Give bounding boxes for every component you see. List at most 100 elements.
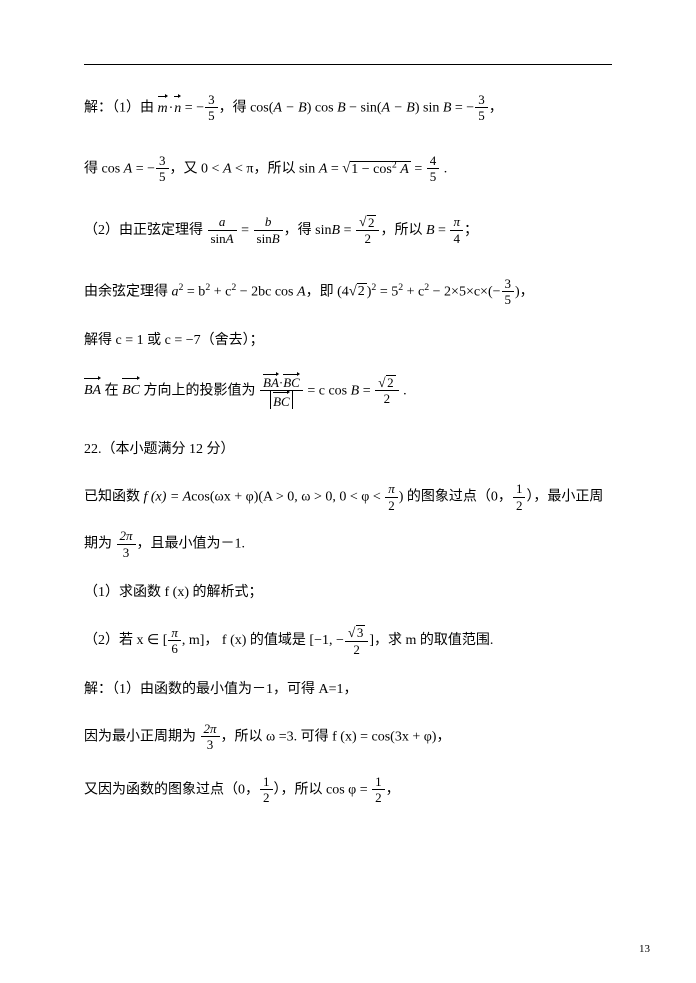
frac-3-5: 35 — [156, 154, 169, 185]
text: ，所以 — [380, 223, 426, 238]
text: 由余弦定理得 — [84, 284, 172, 299]
frac-1-2: 12 — [372, 775, 385, 806]
text: ，且最小值为－1. — [137, 537, 246, 552]
vec-BC: BC — [122, 377, 140, 401]
line-12: 解：（1）由函数的最小值为－1，可得 A=1， — [84, 679, 612, 700]
frac-b-sinB: bsinB — [254, 215, 283, 246]
text: ， — [386, 783, 400, 798]
text: （2）由正弦定理得 — [84, 223, 207, 238]
line-1: 解：（1）由 m·n = −35，得 cos(A − B) cos B − si… — [84, 93, 612, 124]
text: 已知函数 — [84, 490, 144, 505]
line-6: BA 在 BC 方向上的投影值为 BA·BCBC = c cos B = 22 … — [84, 373, 612, 410]
header-rule — [84, 64, 612, 65]
text: ，又 0 < — [170, 162, 223, 177]
text: = — [435, 223, 450, 238]
text: ），所以 cos φ = — [274, 783, 372, 798]
var: A — [124, 162, 133, 177]
sqrt: 1 − cos2 A — [342, 159, 411, 180]
text: = b — [183, 284, 205, 299]
frac-3-5: 35 — [502, 277, 515, 308]
text: ； — [464, 223, 478, 238]
text: ，所以 ω =3. 可得 f (x) = cos(3x + φ)， — [221, 730, 451, 745]
line-9: 期为 2π3，且最小值为－1. — [84, 529, 612, 560]
frac-1-2: 12 — [260, 775, 273, 806]
line-11: （2）若 x ∈ [π6, m]， f (x) 的值域是 [−1, −32]，求… — [84, 625, 612, 657]
fx: f (x) = A — [144, 490, 192, 505]
frac-pi-4: π4 — [450, 215, 463, 246]
sqrt2: 2 — [349, 281, 367, 302]
text: = − — [181, 101, 204, 116]
text: < π，所以 sin — [232, 162, 316, 177]
text: )， — [515, 284, 534, 299]
frac-3-5: 35 — [205, 93, 218, 124]
text: 因为最小正周期为 — [84, 730, 200, 745]
text: cos(ωx + φ)(A > 0, ω > 0, 0 < φ < — [191, 490, 384, 505]
text: = c cos — [304, 383, 347, 398]
text: 期为 — [84, 537, 116, 552]
frac-2pi-3: 2π3 — [201, 722, 220, 753]
var: B — [351, 383, 360, 398]
line-7: 22.（本小题满分 12 分） — [84, 439, 612, 460]
text: ) 的图象过点（0， — [399, 490, 512, 505]
text: ），最小正周 — [526, 490, 603, 505]
var: B — [332, 223, 341, 238]
line-4: 由余弦定理得 a2 = b2 + c2 − 2bc cos A，即 (42)2 … — [84, 277, 612, 308]
text: 方向上的投影值为 — [140, 383, 259, 398]
var: a — [172, 284, 179, 299]
text: = — [238, 223, 253, 238]
frac-2pi-3: 2π3 — [117, 529, 136, 560]
projection-frac: BA·BCBC — [260, 373, 303, 410]
frac-1-2: 12 — [513, 482, 526, 513]
page-number: 13 — [639, 943, 650, 955]
frac-sqrt2-2: 22 — [375, 375, 399, 407]
var: A − B — [273, 101, 306, 116]
vec-BA: BA — [84, 377, 101, 401]
var: A — [223, 162, 232, 177]
text: ) sin — [415, 101, 440, 116]
text: 解：（1）由 — [84, 101, 158, 116]
text: + c — [403, 284, 424, 299]
var: B — [337, 101, 346, 116]
text: − 2bc cos — [236, 284, 293, 299]
text: （2）若 x ∈ [ — [84, 633, 167, 648]
text: ，得 cos( — [219, 101, 274, 116]
line-2: 得 cos A = −35，又 0 < A < π，所以 sin A = 1 −… — [84, 154, 612, 185]
text: − 2×5×c×(− — [429, 284, 500, 299]
text: 又因为函数的图象过点（0， — [84, 783, 259, 798]
line-14: 又因为函数的图象过点（0，12），所以 cos φ = 12， — [84, 775, 612, 806]
text: − sin( — [346, 101, 382, 116]
text: + c — [210, 284, 231, 299]
text: ， — [489, 101, 503, 116]
text: , m]， f (x) 的值域是 [−1, − — [182, 633, 344, 648]
dot: · — [169, 101, 174, 116]
var: B — [426, 223, 435, 238]
line-5: 解得 c = 1 或 c = −7（舍去）； — [84, 330, 612, 351]
line-8: 已知函数 f (x) = Acos(ωx + φ)(A > 0, ω > 0, … — [84, 482, 612, 513]
frac-pi-6: π6 — [168, 626, 181, 657]
frac-3-5: 35 — [475, 93, 488, 124]
text: = — [340, 223, 355, 238]
page: 解：（1）由 m·n = −35，得 cos(A − B) cos B − si… — [0, 0, 696, 983]
vec-n: n — [174, 95, 181, 119]
text: = 5 — [376, 284, 398, 299]
text: . — [400, 383, 407, 398]
var: A — [297, 284, 306, 299]
var: A − B — [382, 101, 415, 116]
text: = − — [132, 162, 155, 177]
frac-pi-2: π2 — [385, 482, 398, 513]
line-3: （2）由正弦定理得 asinA = bsinB，得 sinB = 22，所以 B… — [84, 215, 612, 247]
text: = − — [451, 101, 474, 116]
line-10: （1）求函数 f (x) 的解析式； — [84, 582, 612, 603]
text: = — [411, 162, 426, 177]
text: = — [327, 162, 342, 177]
frac-4-5: 45 — [427, 154, 440, 185]
text: ，即 (4 — [306, 284, 349, 299]
text: 得 cos — [84, 162, 120, 177]
frac-a-sinA: asinA — [208, 215, 237, 246]
text: . — [440, 162, 447, 177]
text: = — [359, 383, 374, 398]
line-13: 因为最小正周期为 2π3，所以 ω =3. 可得 f (x) = cos(3x … — [84, 722, 612, 753]
text: ]，求 m 的取值范围. — [369, 633, 493, 648]
frac-sqrt2-2: 22 — [356, 215, 380, 247]
text: ) cos — [307, 101, 334, 116]
